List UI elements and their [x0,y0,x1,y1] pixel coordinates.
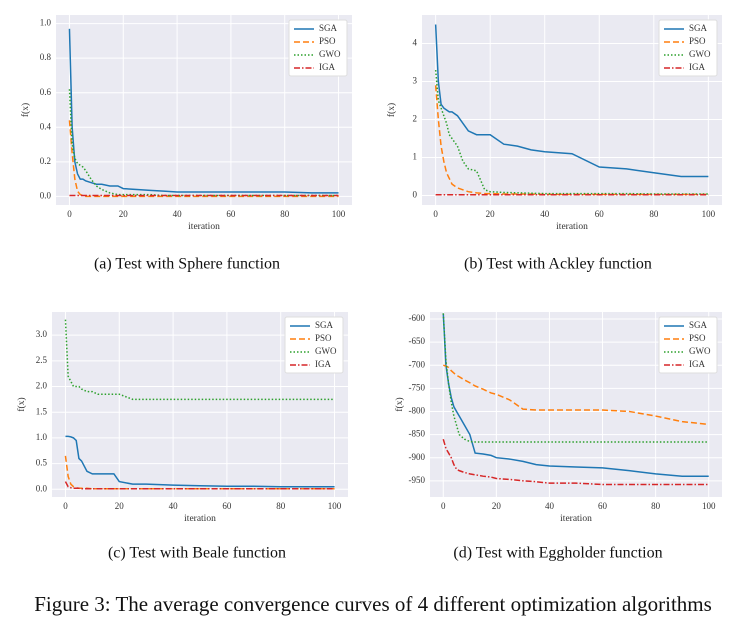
y-tick-label: -900 [409,452,426,462]
legend-label: PSO [689,333,706,343]
figure-caption: Figure 3: The average convergence curves… [34,592,712,616]
y-tick-label: 0.0 [40,190,52,200]
series-line [65,435,335,488]
y-tick-label: -850 [409,429,426,439]
legend-label: IGA [689,62,705,72]
y-tick-label: -600 [409,313,426,323]
x-tick-label: 0 [441,501,446,511]
y-tick-label: 1.0 [40,18,52,28]
y-axis-label: f(x) [16,397,27,411]
x-tick-label: 80 [651,501,661,511]
y-tick-label: 1.5 [36,406,48,416]
x-tick-label: 100 [332,209,346,219]
y-tick-label: -800 [409,406,426,416]
legend-box [288,19,348,77]
legend-label: SGA [319,23,338,33]
x-tick-label: 80 [280,209,290,219]
x-tick-label: 20 [119,209,129,219]
subfigure-caption: (c) Test with Beale function [108,545,286,562]
legend-label: PSO [689,36,706,46]
subfigure-caption: (b) Test with Ackley function [464,256,652,273]
y-tick-label: 3.0 [36,329,48,339]
y-tick-label: 2 [413,114,418,124]
y-tick-label: 0.6 [40,87,52,97]
legend-label: SGA [315,320,334,330]
legend-box [284,316,344,374]
series-line [442,313,709,477]
legend-label: GWO [689,346,711,356]
x-tick-label: 100 [702,209,716,219]
y-tick-label: 0.5 [36,458,48,468]
legend-label: SGA [689,23,708,33]
legend-label: PSO [319,36,336,46]
y-tick-label: 1 [413,152,418,162]
y-tick-label: -700 [409,359,426,369]
series-line [434,24,709,178]
legend-label: PSO [315,333,332,343]
x-tick-label: 40 [545,501,555,511]
x-tick-label: 20 [492,501,502,511]
y-tick-label: 0.4 [40,121,52,131]
x-tick-label: 40 [540,209,550,219]
x-tick-label: 100 [702,501,716,511]
series-line [434,85,709,196]
x-tick-label: 40 [173,209,183,219]
x-tick-label: 80 [649,209,659,219]
x-axis-label: iteration [556,222,588,232]
series-line [64,481,335,490]
series-line [434,70,709,195]
x-tick-label: 0 [67,209,72,219]
legend-label: IGA [315,359,331,369]
y-tick-label: 1.0 [36,432,48,442]
x-tick-label: 0 [433,209,438,219]
x-tick-label: 100 [328,501,342,511]
legend-label: SGA [689,320,708,330]
subfigure-caption: (a) Test with Sphere function [94,256,280,273]
series-line [68,120,339,198]
legend-label: IGA [689,359,705,369]
x-tick-label: 60 [226,209,236,219]
legend-box [658,316,718,374]
y-tick-label: 0.8 [40,52,52,62]
y-tick-label: 0 [413,190,418,200]
x-tick-label: 20 [486,209,496,219]
x-tick-label: 80 [276,501,286,511]
y-tick-label: -750 [409,382,426,392]
x-tick-label: 60 [595,209,605,219]
series-line [68,28,339,194]
y-axis-label: f(x) [20,103,31,117]
x-tick-label: 60 [598,501,608,511]
series-line [68,89,339,197]
y-tick-label: 4 [413,38,418,48]
series-line [442,313,709,443]
y-tick-label: 0.2 [40,156,51,166]
x-axis-label: iteration [560,514,592,524]
legend-label: GWO [689,49,711,59]
subfigure-caption: (d) Test with Eggholder function [453,545,662,562]
legend-label: GWO [315,346,337,356]
y-tick-label: -950 [409,475,426,485]
series-line [443,364,709,426]
y-tick-label: 3 [413,76,418,86]
y-tick-label: 2.5 [36,355,48,365]
x-tick-label: 40 [169,501,179,511]
series-line [442,438,709,486]
x-tick-label: 20 [115,501,125,511]
x-tick-label: 0 [63,501,68,511]
legend-box [658,19,718,77]
y-tick-label: 2.0 [36,381,48,391]
x-tick-label: 60 [222,501,232,511]
legend-label: IGA [319,62,335,72]
x-axis-label: iteration [188,222,220,232]
legend-label: GWO [319,49,341,59]
y-axis-label: f(x) [394,397,405,411]
y-tick-label: 0.0 [36,483,48,493]
y-axis-label: f(x) [386,103,397,117]
y-tick-label: -650 [409,336,426,346]
x-axis-label: iteration [184,514,216,524]
